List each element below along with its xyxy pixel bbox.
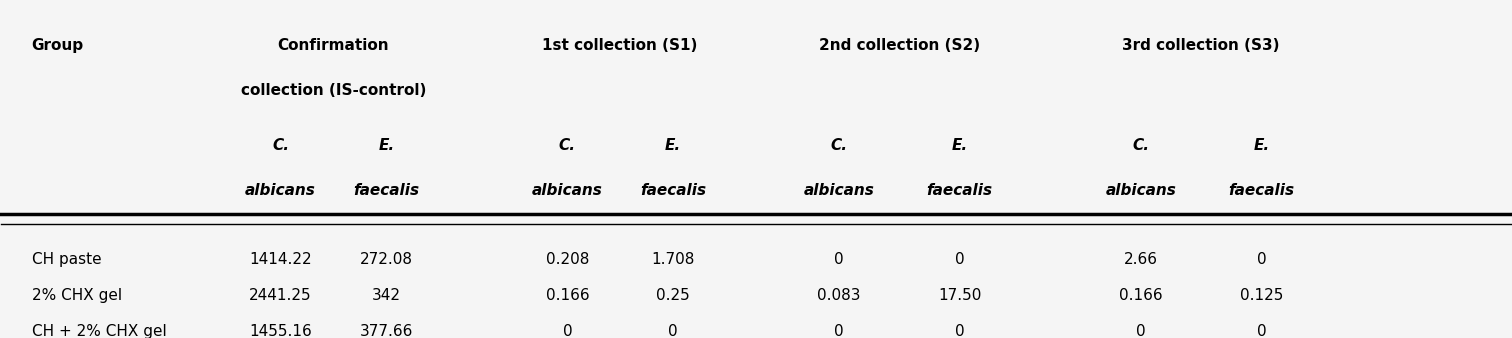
Text: CH paste: CH paste bbox=[32, 251, 101, 267]
Text: 0.25: 0.25 bbox=[656, 288, 689, 303]
Text: E.: E. bbox=[951, 138, 968, 153]
Text: C.: C. bbox=[559, 138, 576, 153]
Text: faecalis: faecalis bbox=[354, 184, 419, 198]
Text: 1414.22: 1414.22 bbox=[249, 251, 311, 267]
Text: Confirmation: Confirmation bbox=[278, 38, 389, 53]
Text: 1455.16: 1455.16 bbox=[249, 324, 311, 338]
Text: 0: 0 bbox=[956, 251, 965, 267]
Text: albicans: albicans bbox=[245, 184, 316, 198]
Text: albicans: albicans bbox=[532, 184, 603, 198]
Text: albicans: albicans bbox=[803, 184, 874, 198]
Text: 377.66: 377.66 bbox=[360, 324, 413, 338]
Text: 0.208: 0.208 bbox=[546, 251, 590, 267]
Text: 2nd collection (S2): 2nd collection (S2) bbox=[820, 38, 980, 53]
Text: faecalis: faecalis bbox=[927, 184, 993, 198]
Text: 0: 0 bbox=[835, 251, 844, 267]
Text: 0: 0 bbox=[562, 324, 572, 338]
Text: E.: E. bbox=[378, 138, 395, 153]
Text: 2% CHX gel: 2% CHX gel bbox=[32, 288, 121, 303]
Text: 342: 342 bbox=[372, 288, 401, 303]
Text: 2441.25: 2441.25 bbox=[249, 288, 311, 303]
Text: 0.125: 0.125 bbox=[1240, 288, 1284, 303]
Text: 0.166: 0.166 bbox=[546, 288, 590, 303]
Text: 0.083: 0.083 bbox=[818, 288, 860, 303]
Text: 1.708: 1.708 bbox=[652, 251, 694, 267]
Text: 1st collection (S1): 1st collection (S1) bbox=[543, 38, 699, 53]
Text: E.: E. bbox=[1253, 138, 1270, 153]
Text: 0.166: 0.166 bbox=[1119, 288, 1163, 303]
Text: 0: 0 bbox=[668, 324, 677, 338]
Text: 17.50: 17.50 bbox=[937, 288, 981, 303]
Text: 0: 0 bbox=[835, 324, 844, 338]
Text: 0: 0 bbox=[1136, 324, 1146, 338]
Text: 0: 0 bbox=[956, 324, 965, 338]
Text: 2.66: 2.66 bbox=[1123, 251, 1158, 267]
Text: 0: 0 bbox=[1256, 324, 1267, 338]
Text: 0: 0 bbox=[1256, 251, 1267, 267]
Text: faecalis: faecalis bbox=[1229, 184, 1294, 198]
Text: 272.08: 272.08 bbox=[360, 251, 413, 267]
Text: Group: Group bbox=[32, 38, 83, 53]
Text: collection (IS-control): collection (IS-control) bbox=[240, 83, 426, 98]
Text: albicans: albicans bbox=[1105, 184, 1176, 198]
Text: E.: E. bbox=[665, 138, 680, 153]
Text: C.: C. bbox=[1132, 138, 1149, 153]
Text: 3rd collection (S3): 3rd collection (S3) bbox=[1122, 38, 1281, 53]
Text: CH + 2% CHX gel: CH + 2% CHX gel bbox=[32, 324, 166, 338]
Text: C.: C. bbox=[830, 138, 848, 153]
Text: C.: C. bbox=[272, 138, 289, 153]
Text: faecalis: faecalis bbox=[640, 184, 706, 198]
